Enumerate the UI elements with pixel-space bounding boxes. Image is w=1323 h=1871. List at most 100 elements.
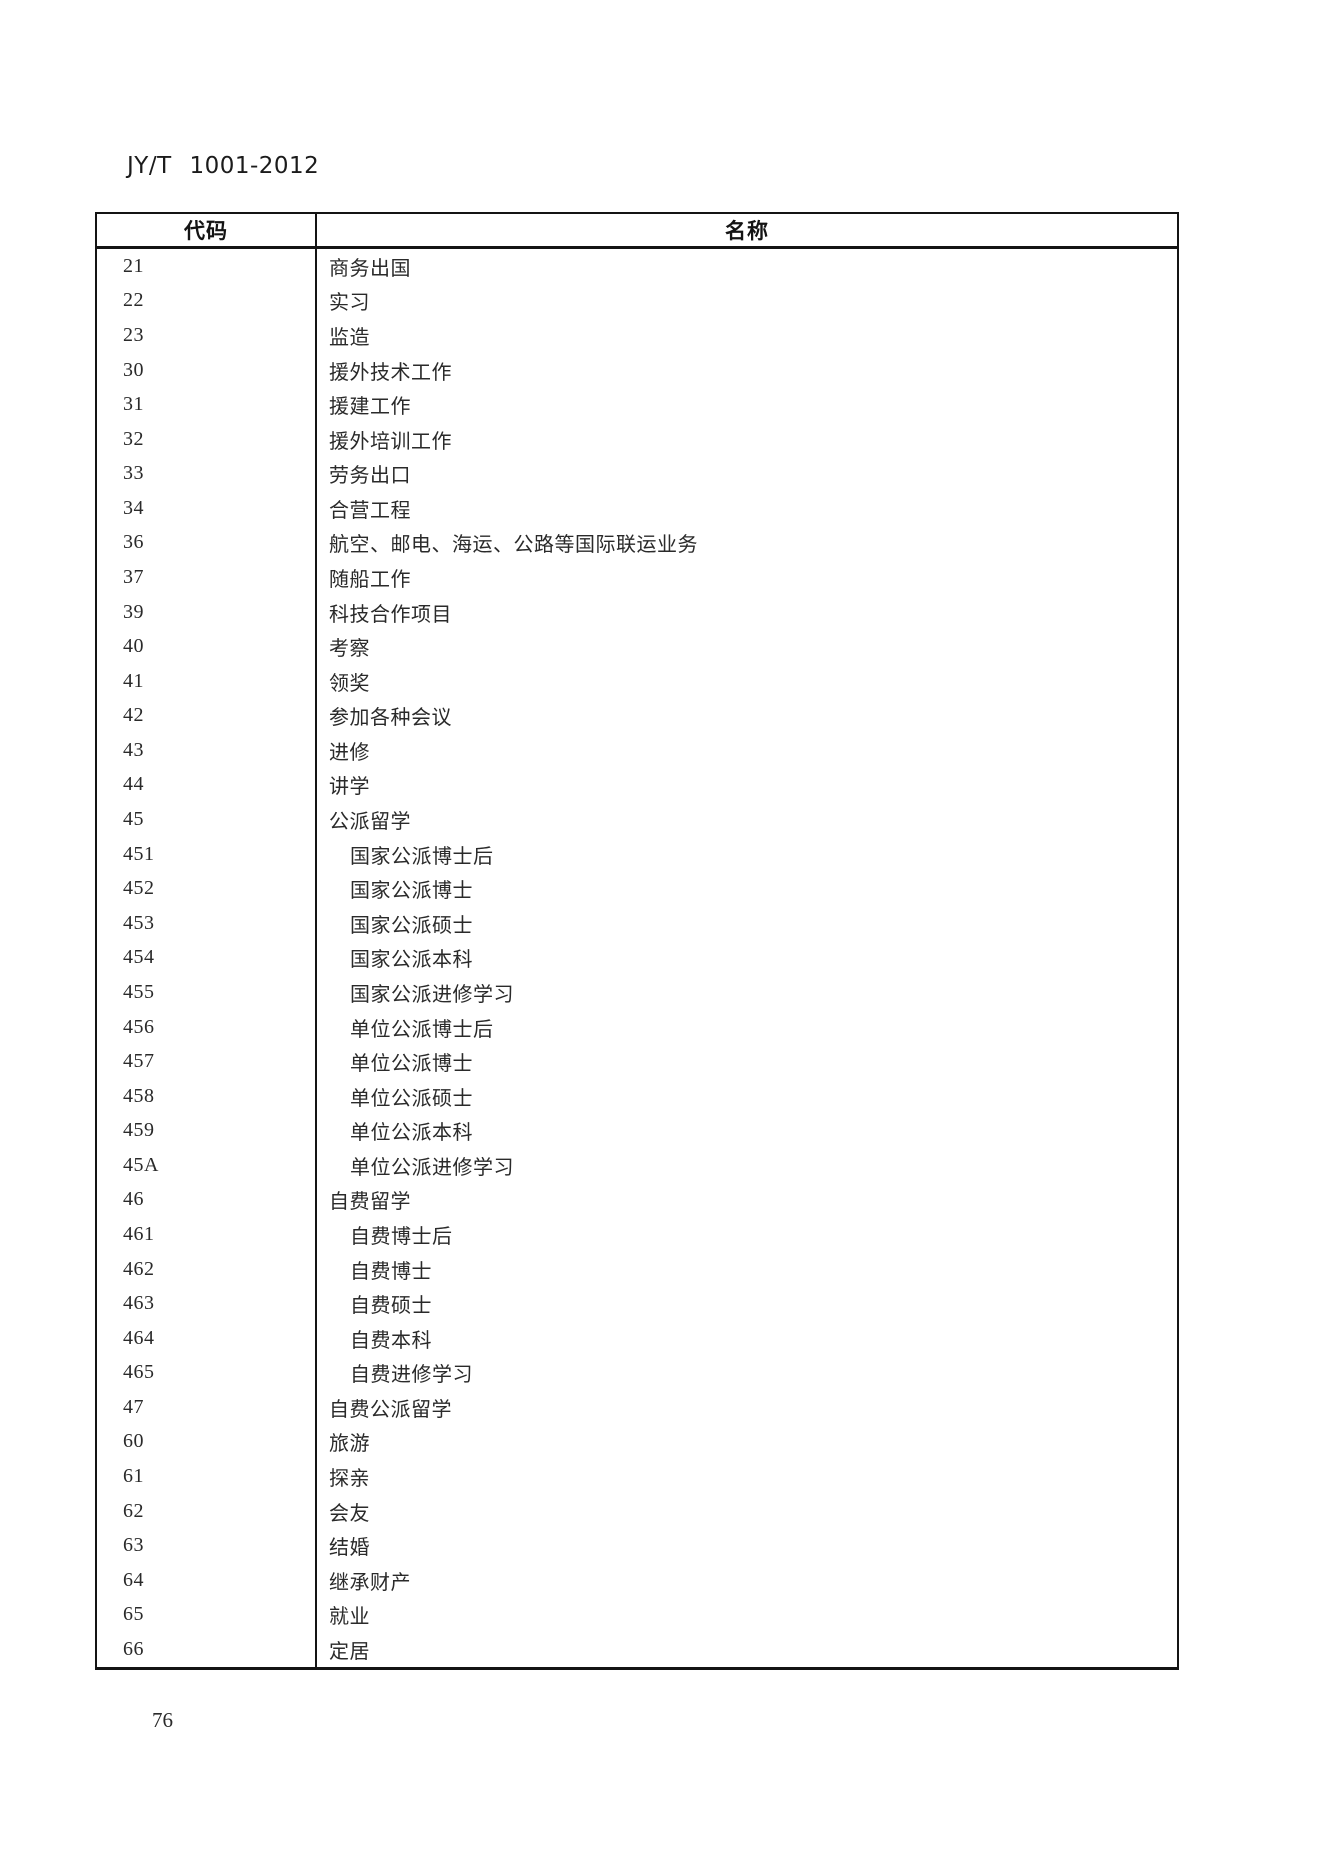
code-cell: 37 (97, 560, 317, 595)
code-cell: 23 (97, 318, 317, 353)
table-row: 451 国家公派博士后 (97, 836, 1177, 872)
name-cell: 国家公派进修学习 (350, 983, 514, 1006)
table-row: 21 商务出国 (97, 249, 1177, 284)
column-header-code: 代码 (97, 214, 317, 246)
code-cell: 452 (97, 871, 317, 906)
code-cell: 61 (97, 1459, 317, 1494)
name-cell: 自费本科 (350, 1329, 432, 1352)
code-cell: 453 (97, 905, 317, 941)
table-row: 22 实习 (97, 283, 1177, 319)
code-cell: 458 (97, 1078, 317, 1114)
page-number: 76 (152, 1708, 173, 1732)
table-row: 32 援外培训工作 (97, 421, 1177, 457)
code-cell: 462 (97, 1251, 317, 1287)
table-row: 34 合营工程 (97, 491, 1177, 526)
name-cell: 定居 (329, 1640, 370, 1663)
name-cell: 探亲 (329, 1468, 370, 1491)
name-cell: 自费博士 (350, 1260, 432, 1283)
code-cell: 30 (97, 352, 317, 388)
table-row: 23 监造 (97, 318, 1177, 353)
name-cell: 国家公派博士后 (350, 845, 494, 868)
name-cell: 自费博士后 (350, 1225, 453, 1248)
name-cell: 国家公派硕士 (350, 914, 473, 937)
table-row: 45 公派留学 (97, 802, 1177, 837)
code-cell: 459 (97, 1113, 317, 1149)
name-cell: 合营工程 (329, 499, 411, 522)
table-row: 66 定居 (97, 1632, 1177, 1667)
table-row: 452 国家公派博士 (97, 871, 1177, 906)
name-cell: 援外技术工作 (329, 361, 452, 384)
table-row: 463 自费硕士 (97, 1286, 1177, 1321)
table-row: 41 领奖 (97, 663, 1177, 699)
name-cell: 国家公派本科 (350, 949, 473, 972)
table-row: 36 航空、邮电、海运、公路等国际联运业务 (97, 525, 1177, 561)
code-cell: 463 (97, 1286, 317, 1321)
code-cell: 40 (97, 629, 317, 664)
table-row: 457 单位公派博士 (97, 1044, 1177, 1079)
table-row: 31 援建工作 (97, 387, 1177, 422)
table-row: 64 继承财产 (97, 1562, 1177, 1598)
name-cell: 监造 (329, 326, 370, 349)
table-row: 37 随船工作 (97, 560, 1177, 595)
table-row: 455 国家公派进修学习 (97, 975, 1177, 1010)
table-row: 464 自费本科 (97, 1320, 1177, 1356)
table-row: 454 国家公派本科 (97, 940, 1177, 976)
name-cell: 继承财产 (329, 1571, 411, 1594)
code-cell: 455 (97, 975, 317, 1010)
name-cell: 领奖 (329, 672, 370, 695)
table-row: 60 旅游 (97, 1424, 1177, 1460)
code-cell: 465 (97, 1355, 317, 1391)
table-row: 461 自费博士后 (97, 1217, 1177, 1252)
table-row: 33 劳务出口 (97, 456, 1177, 492)
name-cell: 自费留学 (329, 1191, 411, 1214)
standard-number-header: JY/T 1001-2012 (127, 153, 320, 179)
name-cell: 劳务出口 (329, 465, 411, 488)
table-row: 459 单位公派本科 (97, 1113, 1177, 1149)
code-cell: 62 (97, 1493, 317, 1529)
code-cell: 34 (97, 491, 317, 526)
code-cell: 36 (97, 525, 317, 561)
name-cell: 航空、邮电、海运、公路等国际联运业务 (329, 534, 698, 557)
name-cell: 随船工作 (329, 568, 411, 591)
name-cell: 单位公派进修学习 (350, 1156, 514, 1179)
name-cell: 科技合作项目 (329, 603, 452, 626)
code-cell: 41 (97, 663, 317, 699)
code-cell: 60 (97, 1424, 317, 1460)
code-cell: 66 (97, 1632, 317, 1667)
name-cell: 会友 (329, 1502, 370, 1525)
name-cell: 援建工作 (329, 396, 411, 419)
name-cell: 公派留学 (329, 811, 411, 834)
name-cell: 单位公派本科 (350, 1122, 473, 1145)
code-cell: 63 (97, 1528, 317, 1563)
code-cell: 42 (97, 698, 317, 734)
table-row: 62 会友 (97, 1493, 1177, 1529)
code-cell: 31 (97, 387, 317, 422)
code-cell: 64 (97, 1562, 317, 1598)
name-cell: 自费公派留学 (329, 1398, 452, 1421)
table-row: 39 科技合作项目 (97, 594, 1177, 630)
table-header-row: 代码 名称 (97, 214, 1177, 249)
table-row: 44 讲学 (97, 767, 1177, 803)
code-cell: 21 (97, 249, 317, 284)
name-cell: 商务出国 (329, 257, 411, 280)
table-row: 456 单位公派博士后 (97, 1009, 1177, 1045)
name-cell: 单位公派博士后 (350, 1018, 494, 1041)
name-cell: 单位公派博士 (350, 1053, 473, 1076)
name-cell: 援外培训工作 (329, 430, 452, 453)
code-cell: 44 (97, 767, 317, 803)
code-cell: 47 (97, 1390, 317, 1425)
name-cell: 实习 (329, 292, 370, 315)
table-body: 21 商务出国 22 实习 23 监造 30 援外技术工作 31 援建工作 32… (97, 249, 1177, 1667)
table-row: 45A 单位公派进修学习 (97, 1148, 1177, 1183)
table-row: 42 参加各种会议 (97, 698, 1177, 734)
name-cell: 结婚 (329, 1537, 370, 1560)
code-cell: 39 (97, 594, 317, 630)
name-cell: 单位公派硕士 (350, 1087, 473, 1110)
name-cell: 就业 (329, 1606, 370, 1629)
name-cell: 讲学 (329, 776, 370, 799)
table-row: 453 国家公派硕士 (97, 905, 1177, 941)
code-cell: 43 (97, 733, 317, 768)
code-cell: 65 (97, 1597, 317, 1633)
code-cell: 46 (97, 1182, 317, 1218)
